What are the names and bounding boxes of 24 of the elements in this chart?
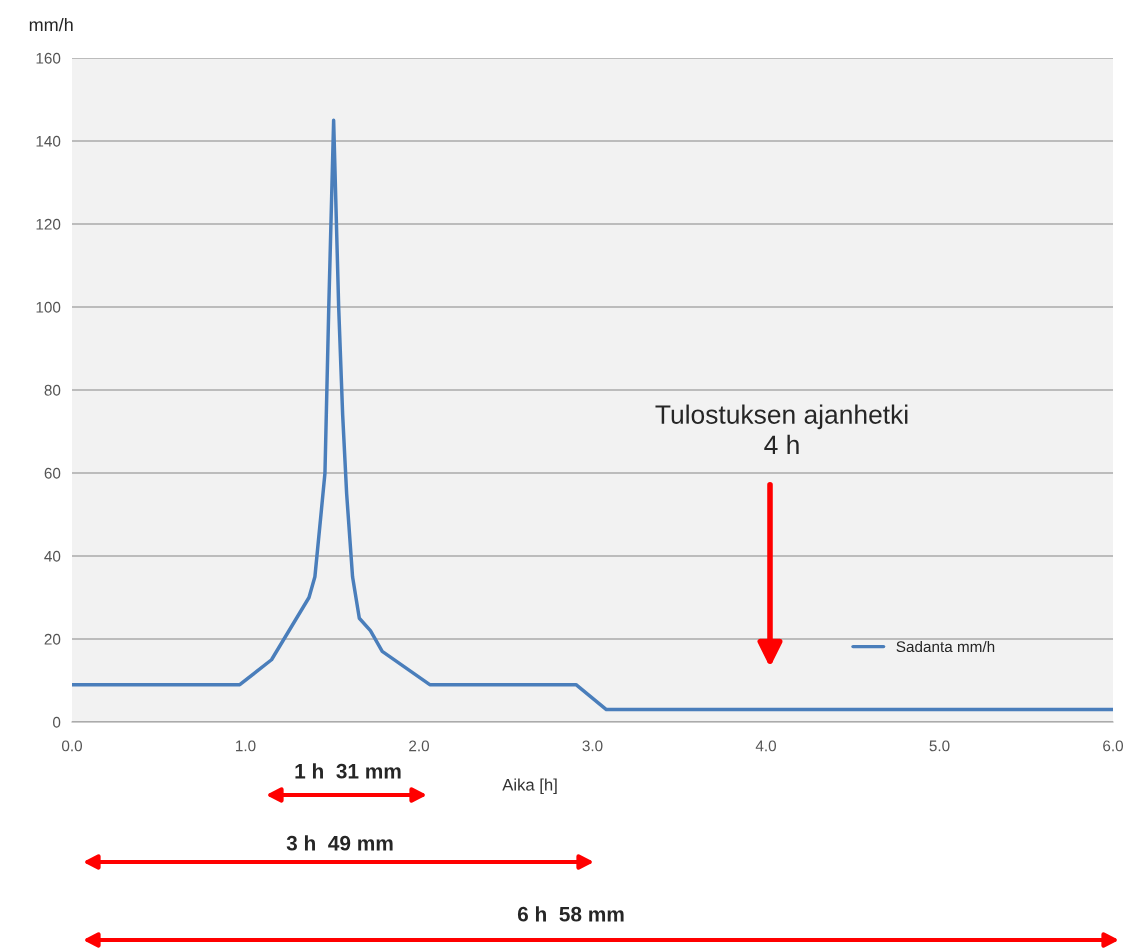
x-tick-label: 4.0 — [755, 740, 777, 752]
text: 6 h 58 mm — [517, 906, 624, 922]
x-tick-label: 1.0 — [236, 740, 256, 752]
x-tick-label: 6.0 — [1103, 740, 1124, 752]
x-tick-label: 3.0 — [582, 740, 603, 752]
y-axis-title: mm/h — [29, 17, 73, 32]
y-tick-label: 20 — [44, 633, 61, 645]
y-tick-label: 160 — [36, 52, 61, 64]
y-tick-label: 40 — [44, 550, 61, 562]
legend-label: Sadanta mm/h — [896, 640, 995, 653]
y-tick-label: 100 — [36, 301, 61, 313]
y-tick-label: 140 — [36, 135, 61, 147]
y-tick-label: 80 — [44, 384, 61, 396]
x-tick-label: 0.0 — [61, 740, 83, 752]
y-tick-label: 60 — [44, 467, 61, 479]
x-tick-label: 2.0 — [409, 740, 430, 752]
y-tick-label: 0 — [52, 716, 61, 728]
y-tick-label: 120 — [36, 218, 61, 230]
line-series — [72, 118, 1113, 712]
x-axis-title: Aika [h] — [502, 778, 557, 794]
x-tick-label: 5.0 — [929, 740, 950, 752]
annotation: Tulostuksen ajanhetki 4 h — [655, 404, 908, 454]
text: 3 h 49 mm — [286, 835, 393, 851]
text: 1 h 31 mm — [295, 763, 401, 779]
